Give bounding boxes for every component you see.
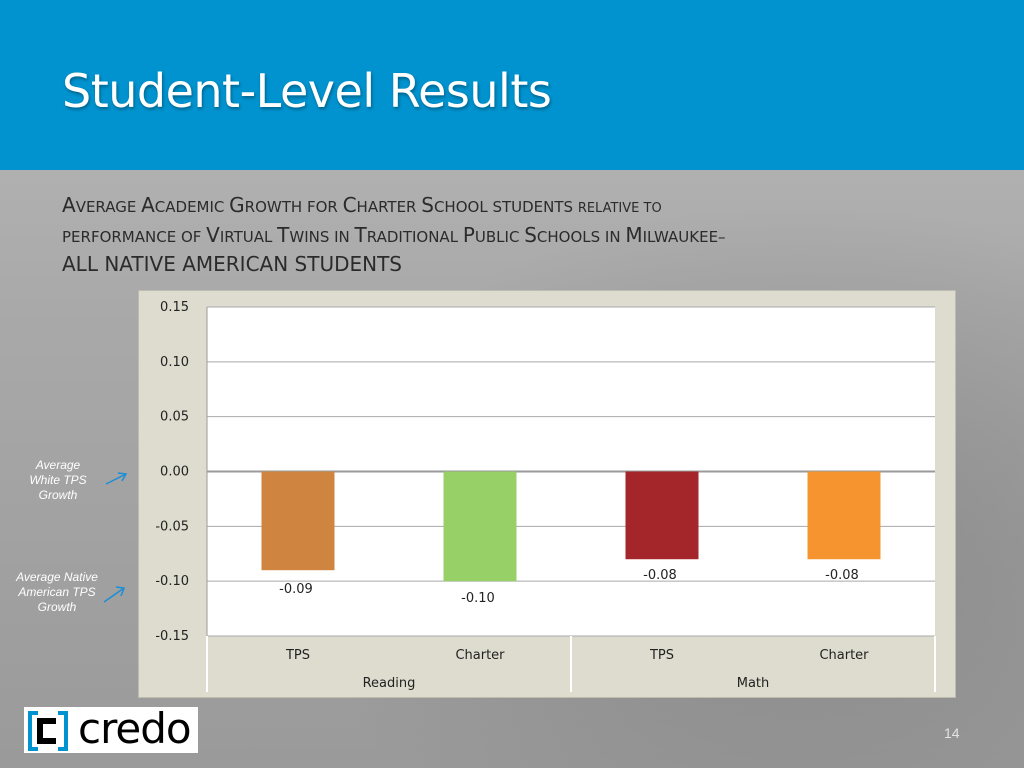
subtitle-text: A	[141, 193, 155, 217]
bar	[443, 471, 517, 582]
y-tick-label: -0.15	[155, 629, 189, 644]
bar	[625, 471, 699, 560]
subtitle-text: ROWTH FOR	[244, 198, 343, 216]
credo-logo-mark-icon	[28, 711, 68, 751]
subtitle-text: PERFORMANCE OF	[62, 228, 207, 246]
arrow-icon	[105, 472, 128, 485]
subtitle-line-2: PERFORMANCE OF VIRTUAL TWINS IN TRADITIO…	[62, 222, 962, 251]
data-label: -0.10	[461, 591, 495, 606]
subtitle-text: CHOOL STUDENTS	[433, 198, 578, 216]
subtitle-text: V	[206, 223, 220, 247]
y-tick-label: 0.00	[160, 465, 189, 480]
bar	[807, 471, 881, 560]
subtitle-text: RADITIONAL	[366, 228, 463, 246]
y-tick-label: 0.10	[160, 355, 189, 370]
subtitle-text: CADEMIC	[154, 198, 230, 216]
group-label: Reading	[363, 676, 416, 691]
subtitle-text: CHOOLS IN	[536, 228, 626, 246]
credo-logo: credo	[24, 704, 198, 753]
subtitle-text: HARTER	[356, 198, 422, 216]
bar-chart: 0.15 0.10 0.05 0.00 -0.05 -0.10 -0.15 -0.09 TPS -…	[155, 300, 936, 692]
subtitle-text: T	[354, 223, 367, 247]
subtitle-line-1: AVERAGE ACADEMIC GROWTH FOR CHARTER SCHO…	[62, 192, 962, 222]
x-tick-label: TPS	[649, 648, 674, 663]
subtitle-text: T	[277, 223, 290, 247]
subtitle-text: C	[342, 193, 357, 217]
data-label: -0.09	[279, 582, 313, 597]
subtitle-text: WINS IN	[289, 228, 355, 246]
data-label: -0.08	[825, 568, 859, 583]
y-tick-label: 0.05	[160, 410, 189, 425]
logo-text: credo	[78, 704, 192, 753]
subtitle-text: A	[62, 193, 76, 217]
page-title: Student-Level Results	[62, 64, 552, 118]
x-tick-label: Charter	[455, 648, 505, 663]
chart-subtitle: AVERAGE ACADEMIC GROWTH FOR CHARTER SCHO…	[62, 192, 962, 278]
subtitle-text: G	[229, 193, 245, 217]
subtitle-text: S	[524, 223, 537, 247]
arrow-icon	[103, 586, 126, 603]
subtitle-text: S	[421, 193, 434, 217]
subtitle-text: IRTUAL	[219, 228, 278, 246]
bar	[261, 471, 335, 571]
y-tick-label: -0.10	[155, 574, 189, 589]
subtitle-text: UBLIC	[474, 228, 525, 246]
x-tick-label: Charter	[819, 648, 869, 663]
subtitle-text: P	[462, 223, 475, 247]
data-label: -0.08	[643, 568, 677, 583]
subtitle-text: ILWAUKEE–	[642, 228, 726, 246]
subtitle-text: M	[625, 223, 643, 247]
annotation-white-tps: Average White TPS Growth	[29, 458, 87, 502]
subtitle-text: VERAGE	[75, 198, 142, 216]
x-tick-label: TPS	[285, 648, 310, 663]
chart-panel: 0.15 0.10 0.05 0.00 -0.05 -0.10 -0.15 -0.09 TPS -…	[138, 290, 956, 698]
header-bar: Student-Level Results	[0, 0, 1024, 170]
slide-number: 14	[944, 725, 960, 741]
subtitle-text: RELATIVE TO	[577, 201, 662, 216]
group-label: Math	[737, 676, 770, 691]
y-tick-label: 0.15	[160, 300, 189, 315]
subtitle-line-3: ALL NATIVE AMERICAN STUDENTS	[62, 252, 402, 276]
annotation-native-american-tps: Average Native American TPS Growth	[16, 570, 98, 614]
y-tick-label: -0.05	[155, 519, 189, 534]
